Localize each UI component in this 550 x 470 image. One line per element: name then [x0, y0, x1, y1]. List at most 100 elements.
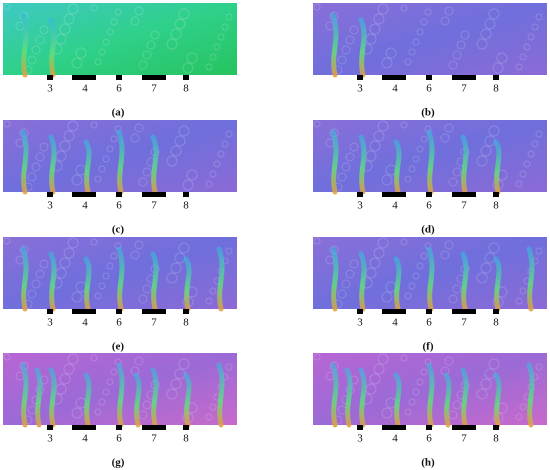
marker-bar [72, 309, 96, 314]
marker-bar [493, 309, 499, 314]
plume [48, 367, 57, 428]
texture [440, 133, 450, 143]
marker-label: 6 [426, 433, 432, 445]
marker-label: 6 [116, 83, 122, 95]
marker-bar [426, 75, 432, 80]
marker-bar [183, 75, 189, 80]
texture [337, 289, 347, 299]
texture [39, 142, 49, 152]
texture [166, 388, 178, 400]
texture [404, 175, 412, 183]
texture [182, 62, 194, 74]
texture [94, 408, 102, 416]
texture [35, 269, 45, 279]
texture [515, 413, 523, 421]
plume [460, 251, 469, 312]
texture [59, 23, 71, 35]
texture [400, 238, 408, 246]
plume [493, 139, 502, 195]
texture [170, 145, 182, 157]
marker-label: 6 [116, 433, 122, 445]
texture [444, 6, 454, 16]
texture [63, 130, 75, 142]
plume [48, 17, 57, 78]
texture [90, 238, 98, 246]
texture [345, 269, 355, 279]
texture [178, 8, 190, 20]
texture [98, 282, 106, 290]
texture [373, 363, 385, 375]
texture [102, 388, 110, 396]
texture [341, 162, 351, 172]
texture [221, 140, 229, 148]
plume [526, 362, 535, 428]
texture [90, 354, 98, 362]
texture [174, 135, 186, 147]
texture [178, 242, 190, 254]
texture [412, 272, 420, 280]
texture [94, 292, 102, 300]
texture [178, 125, 190, 137]
plume [34, 367, 43, 428]
texture [424, 8, 432, 16]
texture [444, 356, 454, 366]
texture [440, 16, 450, 26]
texture [217, 150, 225, 158]
texture [166, 155, 178, 167]
texture [349, 142, 359, 152]
panel-caption: (c) [112, 224, 125, 236]
marker-bar [382, 75, 406, 80]
marker-bar [357, 75, 363, 80]
texture [519, 403, 527, 411]
panel: 3 4 6 7 8 (c) [3, 120, 237, 236]
marker-label: 4 [82, 317, 88, 329]
texture [63, 247, 75, 259]
texture [381, 291, 393, 303]
texture [412, 155, 420, 163]
texture [519, 170, 527, 178]
texture [98, 165, 106, 173]
marker-label: 8 [183, 433, 189, 445]
texture [345, 152, 355, 162]
texture [337, 172, 347, 182]
texture [531, 23, 539, 31]
panel-caption: (h) [421, 457, 435, 469]
texture [369, 257, 381, 269]
marker-bar [382, 309, 406, 314]
marker-label: 4 [82, 433, 88, 445]
texture [106, 262, 114, 270]
texture [476, 38, 488, 50]
texture [63, 363, 75, 375]
marker-bar [47, 425, 53, 430]
texture [98, 48, 106, 56]
texture [416, 262, 424, 270]
marker-bar [116, 75, 122, 80]
texture [59, 140, 71, 152]
texture [182, 179, 194, 191]
texture [448, 294, 458, 304]
plume [460, 367, 469, 428]
texture [480, 28, 492, 40]
texture [381, 407, 393, 419]
texture [134, 356, 144, 366]
texture [381, 174, 393, 186]
marker-label: 8 [183, 200, 189, 212]
panel: 3 4 6 7 8 (g) [3, 353, 237, 469]
texture [377, 120, 389, 132]
texture [460, 30, 470, 40]
texture [35, 152, 45, 162]
texture [527, 33, 535, 41]
texture [448, 177, 458, 187]
texture [130, 133, 140, 143]
marker-label: 3 [47, 317, 53, 329]
texture [178, 358, 190, 370]
plume [20, 129, 29, 195]
texture [110, 135, 118, 143]
texture [90, 4, 98, 12]
texture [94, 58, 102, 66]
texture [476, 388, 488, 400]
texture [138, 60, 148, 70]
marker-bar [493, 425, 499, 430]
marker-bar [183, 192, 189, 197]
texture [385, 47, 397, 59]
